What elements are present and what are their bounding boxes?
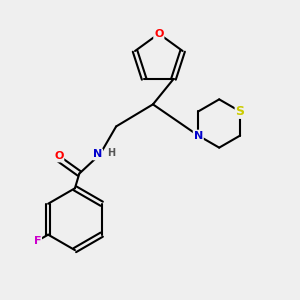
Text: O: O [54,152,63,161]
Text: N: N [194,130,203,141]
Text: N: N [93,149,102,159]
Text: S: S [236,105,244,118]
Text: O: O [154,29,164,39]
Text: F: F [34,236,41,246]
Text: H: H [107,148,115,158]
